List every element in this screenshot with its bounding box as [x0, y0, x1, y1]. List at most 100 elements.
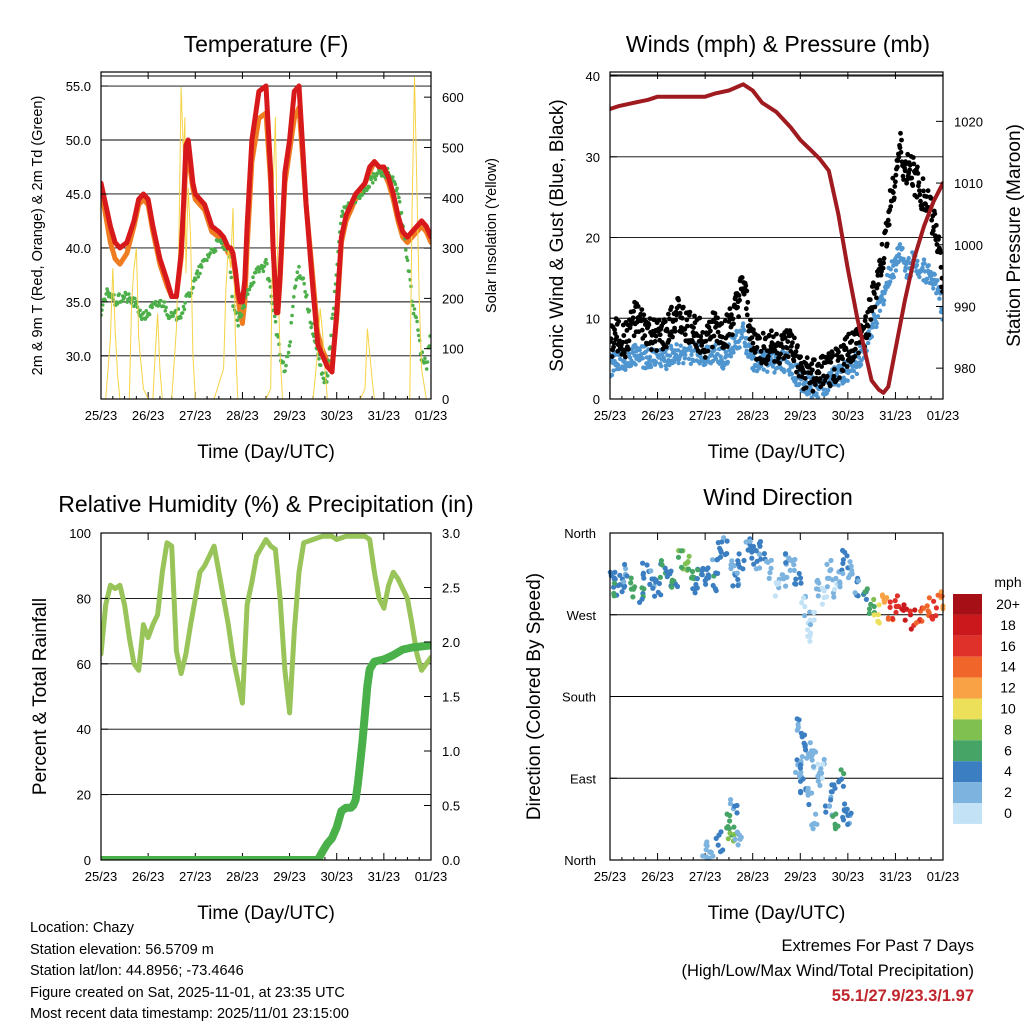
td2m-point [273, 319, 278, 324]
direction-point [893, 603, 899, 610]
wind-point [915, 258, 920, 264]
direction-point [805, 627, 811, 633]
td2m-point [284, 363, 288, 368]
direction-point [776, 580, 782, 586]
gust-point [880, 265, 886, 271]
direction-point [694, 585, 700, 591]
direction-point [734, 802, 740, 809]
td2m-point [120, 299, 124, 304]
td2m-point [295, 270, 300, 275]
gust-point [909, 175, 915, 181]
gust-point [639, 307, 645, 312]
gust-point [712, 311, 718, 316]
direction-point [730, 583, 736, 589]
gust-point [703, 338, 709, 344]
gust-point [932, 211, 938, 217]
wind-point [850, 374, 855, 380]
wind-point [719, 358, 724, 363]
y-tick-label: 30 [586, 150, 600, 165]
wind-point [874, 321, 880, 326]
gust-point [774, 350, 780, 356]
gust-point [684, 317, 690, 323]
gust-point [748, 317, 753, 323]
gust-point [667, 316, 672, 322]
y-tick-label: 40 [77, 722, 91, 737]
wind-point [667, 353, 673, 358]
gust-point [657, 332, 663, 338]
td2m-point [272, 314, 277, 319]
gust-point [771, 334, 776, 340]
td2m-point [424, 367, 429, 371]
direction-point [813, 811, 819, 817]
gust-point [730, 316, 736, 322]
td2m-point [229, 275, 234, 280]
direction-point [713, 588, 719, 594]
td2m-point [303, 290, 307, 294]
td2m-point [407, 269, 412, 274]
gust-point [819, 364, 824, 369]
direction-point [881, 599, 888, 605]
direction-point [768, 565, 774, 571]
humidity-title: Relative Humidity (%) & Precipitation (i… [58, 491, 473, 517]
gust-point [639, 327, 645, 333]
gust-point [834, 378, 839, 383]
td2m-point [320, 371, 325, 375]
y-right-tick-label: 2.5 [442, 581, 460, 596]
td2m-point [246, 292, 250, 296]
direction-point [689, 568, 696, 575]
gust-point [706, 324, 712, 330]
td2m-point [286, 350, 291, 355]
gust-point [743, 283, 749, 289]
direction-point [826, 803, 833, 809]
direction-point [802, 613, 808, 619]
td2m-point [416, 328, 420, 332]
td2m-point [208, 251, 213, 255]
gust-point [758, 348, 764, 354]
direction-point [718, 549, 724, 555]
direction-point [796, 717, 802, 723]
wind-point [932, 272, 937, 277]
wind-point [939, 306, 943, 311]
td2m-point [205, 258, 209, 263]
gust-point [635, 304, 641, 309]
y-tick-label: 35.0 [66, 295, 91, 310]
station-elevation: Station elevation: 56.5709 m [30, 941, 214, 958]
gust-point [936, 234, 942, 240]
wind-point [611, 368, 616, 373]
rh-line [101, 533, 431, 716]
gust-point [766, 332, 772, 338]
wind-point [854, 371, 860, 377]
direction-point [805, 785, 811, 792]
direction-point [838, 776, 845, 782]
direction-point [611, 593, 617, 599]
td2m-point [235, 318, 240, 323]
gust-point [862, 318, 868, 324]
td2m-point [428, 334, 431, 338]
temperature-xlabel: Time (Day/UTC) [197, 442, 335, 463]
direction-point [828, 567, 834, 573]
direction-point [715, 842, 721, 848]
x-tick-label: 26/23 [132, 408, 165, 423]
td2m-point [301, 276, 306, 281]
direction-point [799, 754, 805, 760]
direction-point [840, 547, 846, 554]
td2m-point [228, 270, 233, 275]
direction-point [884, 595, 890, 601]
wind-point [733, 333, 739, 338]
gust-point [715, 329, 721, 335]
gust-point [910, 183, 916, 189]
gust-point [917, 192, 923, 198]
winds-title: Winds (mph) & Pressure (mb) [626, 31, 930, 57]
direction-point [623, 566, 629, 572]
td2m-point [219, 238, 223, 243]
gust-point [690, 339, 695, 345]
direction-point [628, 586, 635, 592]
td2m-point [145, 314, 149, 319]
gust-point [843, 346, 849, 352]
x-tick-label: 01/23 [927, 869, 960, 884]
td2m-point [101, 303, 105, 307]
direction-point [889, 615, 896, 622]
gust-point [769, 328, 774, 334]
direction-point [735, 576, 741, 583]
x-tick-label: 28/23 [736, 408, 769, 423]
